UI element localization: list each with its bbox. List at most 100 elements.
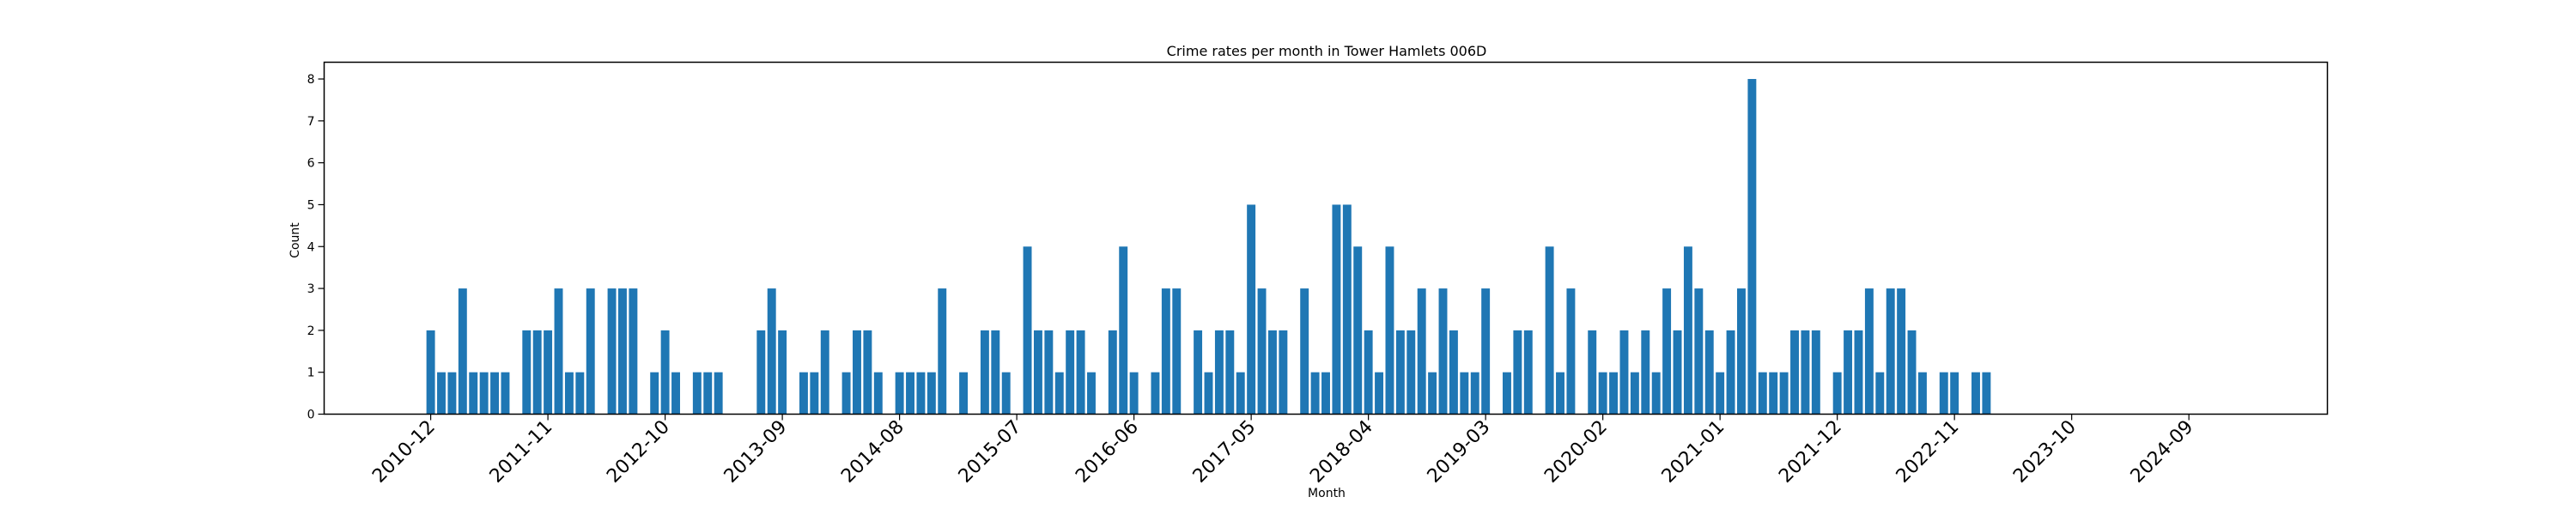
x-tick-label: 2018-04 xyxy=(1306,416,1377,488)
bar xyxy=(1375,372,1384,415)
bar xyxy=(1267,330,1277,415)
bar xyxy=(426,330,435,415)
bar xyxy=(1194,330,1203,415)
bar xyxy=(1310,372,1320,415)
bar xyxy=(906,372,914,415)
y-axis-label: Count xyxy=(289,222,302,258)
bar xyxy=(1694,288,1704,415)
bar xyxy=(1342,204,1352,415)
bar xyxy=(575,372,585,415)
bar xyxy=(1832,372,1842,415)
bar xyxy=(1279,330,1288,415)
bar xyxy=(501,372,510,415)
bar xyxy=(1790,330,1799,415)
bar xyxy=(660,330,670,415)
y-tick-label: 1 xyxy=(307,367,315,380)
bar xyxy=(1737,288,1746,415)
bar xyxy=(1066,330,1075,415)
bar xyxy=(1673,330,1682,415)
bar xyxy=(767,288,776,415)
bar xyxy=(1513,330,1522,415)
bar xyxy=(490,372,500,415)
bar xyxy=(1598,372,1607,415)
bar xyxy=(1917,372,1927,415)
bar xyxy=(1225,330,1235,415)
bar xyxy=(1502,372,1511,415)
bar xyxy=(1716,372,1725,415)
bar xyxy=(1033,330,1042,415)
x-tick-label: 2013-09 xyxy=(720,416,792,488)
bar xyxy=(1747,79,1757,415)
bar xyxy=(1939,372,1948,415)
x-tick-label: 2021-12 xyxy=(1775,416,1846,488)
bar xyxy=(756,330,766,415)
x-tick-label: 2019-03 xyxy=(1424,416,1495,488)
bar xyxy=(820,330,829,415)
bar xyxy=(980,330,989,415)
bar xyxy=(1545,246,1554,415)
bar xyxy=(1801,330,1810,415)
bar xyxy=(1204,372,1213,415)
bar xyxy=(927,372,936,415)
bar xyxy=(703,372,713,415)
y-tick-label: 0 xyxy=(307,409,315,422)
y-tick-label: 7 xyxy=(307,115,315,129)
x-tick-label: 2022-11 xyxy=(1893,416,1964,488)
bar xyxy=(1364,330,1373,415)
bar xyxy=(1385,246,1394,415)
x-tick-label: 2020-02 xyxy=(1540,416,1612,488)
bar xyxy=(1460,372,1469,415)
bar xyxy=(1236,372,1245,415)
bar xyxy=(1406,330,1416,415)
bar xyxy=(544,330,553,415)
bar xyxy=(1897,288,1906,415)
bar xyxy=(629,288,638,415)
bar xyxy=(1971,372,1980,415)
bar xyxy=(959,372,969,415)
bar xyxy=(1119,246,1128,415)
bar xyxy=(1076,330,1085,415)
bar xyxy=(1651,372,1661,415)
bar xyxy=(1172,288,1182,415)
bar xyxy=(1982,372,1991,415)
bar xyxy=(1758,372,1767,415)
bar xyxy=(1129,372,1139,415)
bar xyxy=(1054,372,1064,415)
bar xyxy=(1950,372,1959,415)
bar xyxy=(853,330,861,415)
bar xyxy=(1151,372,1160,415)
bar xyxy=(841,372,851,415)
bar xyxy=(1214,330,1224,415)
x-tick-label: 2024-09 xyxy=(2127,416,2198,488)
bar xyxy=(1844,330,1853,415)
bar xyxy=(1864,288,1874,415)
x-tick-label: 2021-01 xyxy=(1658,416,1729,488)
bar xyxy=(1523,330,1533,415)
bar xyxy=(991,330,1000,415)
bar xyxy=(1481,288,1491,415)
bar xyxy=(1811,330,1820,415)
x-tick-label: 2023-10 xyxy=(2009,416,2081,488)
bar xyxy=(1417,288,1426,415)
bar xyxy=(1875,372,1885,415)
bar xyxy=(916,372,926,415)
plot-frame xyxy=(323,61,2329,415)
bar xyxy=(1854,330,1863,415)
x-tick-label: 2010-12 xyxy=(368,416,440,488)
bar xyxy=(863,330,872,415)
bar xyxy=(1566,288,1576,415)
bar xyxy=(1556,372,1564,415)
x-tick-label: 2016-06 xyxy=(1072,416,1143,488)
bar xyxy=(1779,372,1789,415)
bar xyxy=(671,372,680,415)
y-tick-label: 3 xyxy=(307,282,315,296)
bar xyxy=(564,372,574,415)
bar xyxy=(1630,372,1639,415)
bar xyxy=(469,372,478,415)
bar xyxy=(607,288,617,415)
bar xyxy=(650,372,659,415)
bar xyxy=(1428,372,1437,415)
bar xyxy=(1662,288,1672,415)
x-tick-label: 2014-08 xyxy=(837,416,908,488)
